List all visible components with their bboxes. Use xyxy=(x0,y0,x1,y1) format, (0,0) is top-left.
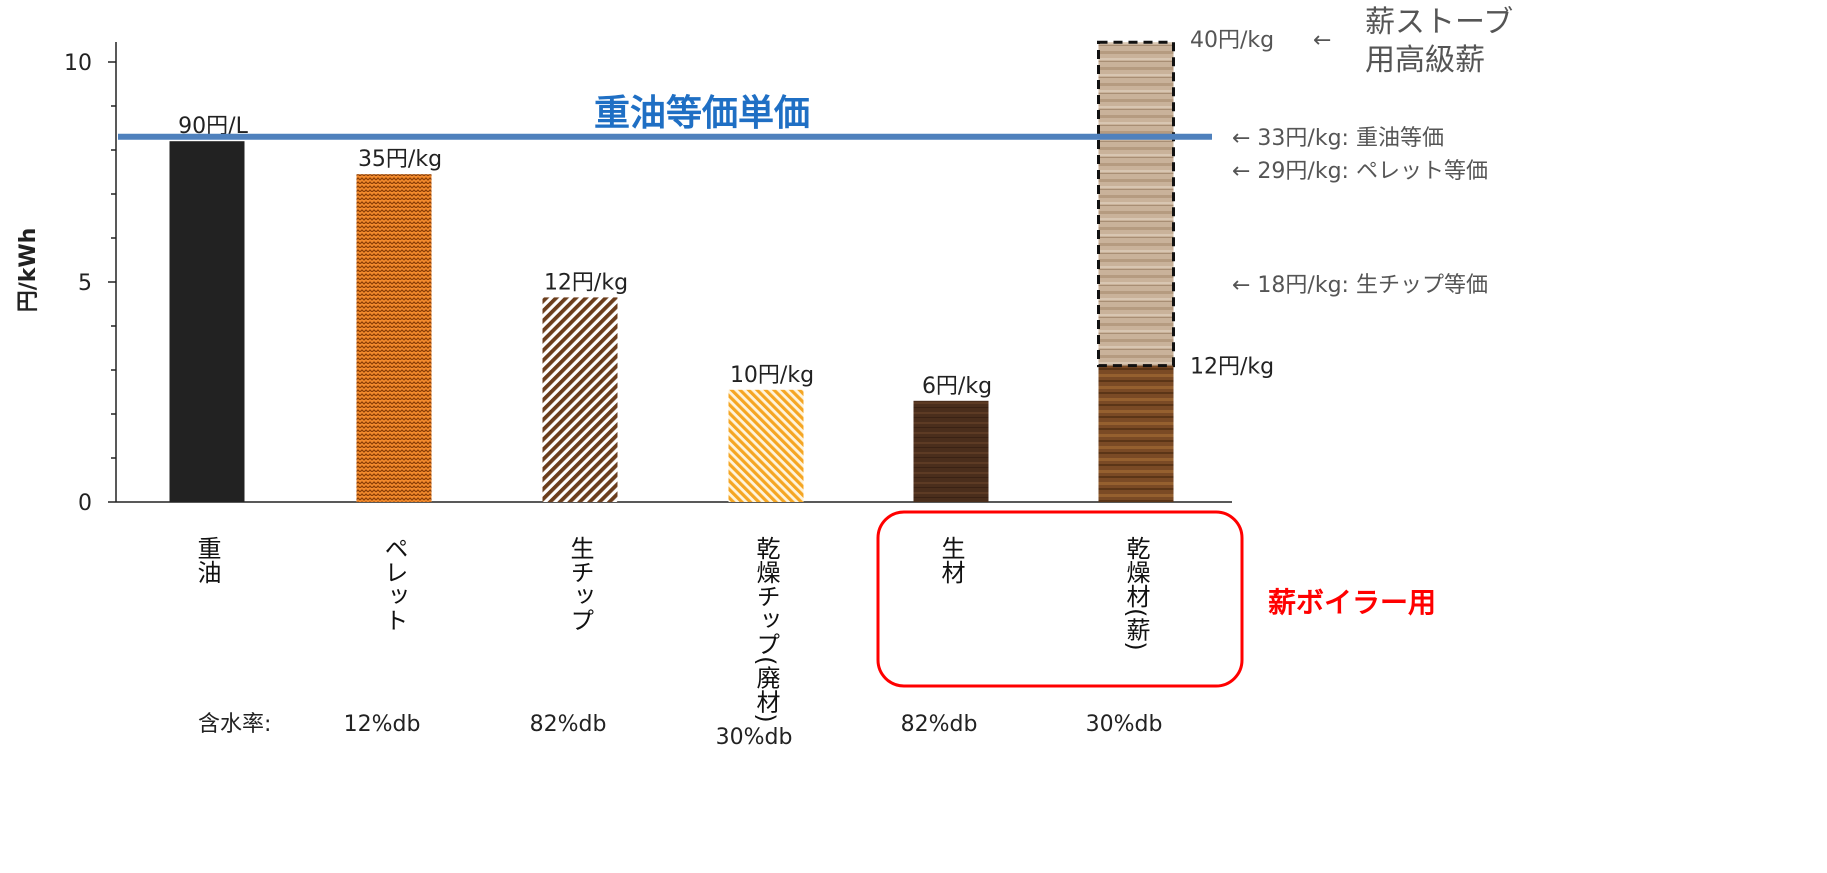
bars xyxy=(169,40,1175,502)
moisture-value: 30%db xyxy=(716,725,793,750)
bar-2 xyxy=(542,297,618,502)
moisture-value: 82%db xyxy=(530,712,607,737)
value-label: 12円/kg xyxy=(1190,355,1274,380)
category-label: ペレット xyxy=(380,536,408,632)
top-annotation: ← 薪ストーブ 用高級薪 xyxy=(1313,5,1513,78)
firewood-boiler-highlight xyxy=(876,510,1244,688)
moisture-value: 12%db xyxy=(344,712,421,737)
y-axis-label: 円/kWh xyxy=(16,228,41,313)
moisture-value: 30%db xyxy=(1086,712,1163,737)
category-label: 生材 xyxy=(937,536,965,584)
oil-equivalent-label: 重油等価単価 xyxy=(594,93,810,134)
value-label: 12円/kg xyxy=(544,270,628,295)
right-annotation: ← 29円/kg: ペレット等価 xyxy=(1232,159,1488,184)
y-tick-label: 10 xyxy=(64,51,92,76)
bar-4 xyxy=(913,400,989,502)
category-label: 乾燥チップ(廃材) xyxy=(752,536,780,723)
y-tick-label: 5 xyxy=(78,271,92,296)
category-label: 生チップ xyxy=(566,536,594,632)
top-annotation-line-2: 用高級薪 xyxy=(1365,43,1485,78)
bar-5 xyxy=(1098,365,1174,502)
y-ticks: 0 5 10 xyxy=(64,51,116,516)
moisture-row: 含水率: 12%db 82%db 30%db 82%db 30%db xyxy=(198,712,1162,750)
right-annotation: ← 18円/kg: 生チップ等価 xyxy=(1232,273,1488,298)
bar-1 xyxy=(356,174,432,502)
reference-line-group: 重油等価単価 xyxy=(118,93,1212,140)
y-tick-label: 0 xyxy=(78,491,92,516)
top-annotation-arrow: ← xyxy=(1313,28,1331,53)
right-annotations: ← 33円/kg: 重油等価 ← 29円/kg: ペレット等価 ← 18円/kg: … xyxy=(1232,126,1488,298)
top-annotation-line-1: 薪ストーブ xyxy=(1365,5,1513,40)
category-labels: 重油 ペレット 生チップ 乾燥チップ(廃材) 生材 乾燥材(薪) xyxy=(193,536,1150,723)
premium-firewood-value-label: 40円/kg xyxy=(1190,28,1274,53)
moisture-label: 含水率: xyxy=(198,712,271,737)
bar-0 xyxy=(169,141,245,502)
premium-firewood-bar xyxy=(1097,40,1175,368)
moisture-values: 12%db 82%db 30%db 82%db 30%db xyxy=(344,712,1163,750)
category-label: 乾燥材(薪) xyxy=(1122,536,1150,651)
right-annotation: ← 33円/kg: 重油等価 xyxy=(1232,126,1444,151)
value-label: 35円/kg xyxy=(358,147,442,172)
moisture-value: 82%db xyxy=(901,712,978,737)
y-axis: 0 5 10 円/kWh xyxy=(16,42,117,516)
bar-3 xyxy=(728,389,804,502)
firewood-boiler-label: 薪ボイラー用 xyxy=(1268,586,1436,619)
value-label: 6円/kg xyxy=(922,374,992,399)
category-label: 重油 xyxy=(193,536,221,584)
value-label: 10円/kg xyxy=(730,363,814,388)
